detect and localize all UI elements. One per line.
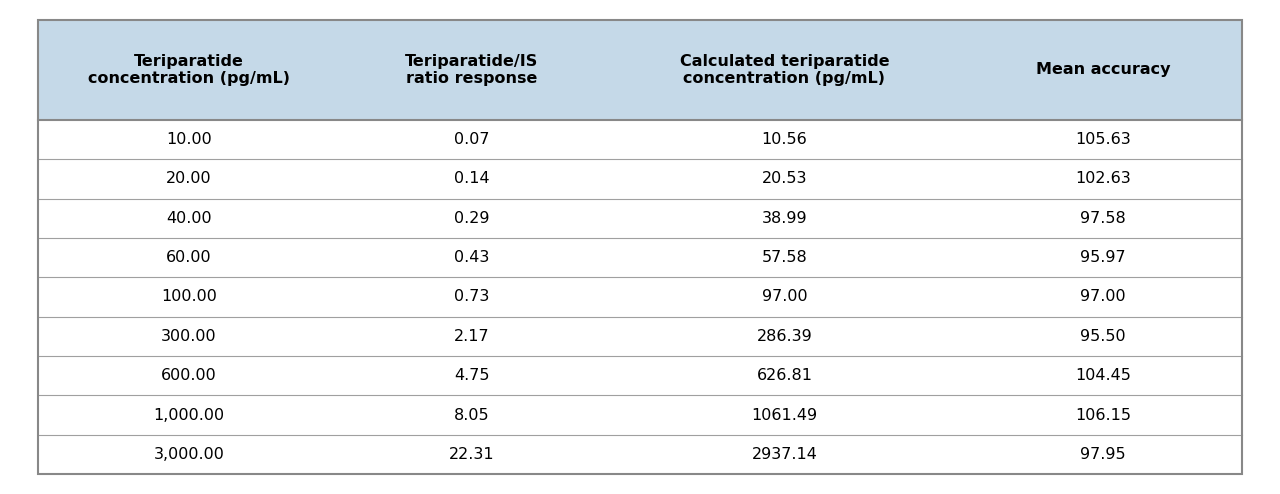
Text: 0.14: 0.14 xyxy=(453,171,489,186)
Text: 10.56: 10.56 xyxy=(762,132,808,147)
Text: 0.43: 0.43 xyxy=(454,250,489,265)
Text: 22.31: 22.31 xyxy=(449,447,494,462)
Text: 626.81: 626.81 xyxy=(756,368,813,383)
Text: 100.00: 100.00 xyxy=(161,289,216,304)
FancyBboxPatch shape xyxy=(38,20,1242,120)
Text: 97.00: 97.00 xyxy=(1080,289,1126,304)
Text: 600.00: 600.00 xyxy=(161,368,216,383)
Text: 286.39: 286.39 xyxy=(756,329,813,344)
Text: 0.07: 0.07 xyxy=(454,132,489,147)
Text: 95.50: 95.50 xyxy=(1080,329,1126,344)
Text: 300.00: 300.00 xyxy=(161,329,216,344)
Text: 57.58: 57.58 xyxy=(762,250,808,265)
Text: 8.05: 8.05 xyxy=(453,408,489,423)
Text: 106.15: 106.15 xyxy=(1075,408,1132,423)
Text: 2937.14: 2937.14 xyxy=(751,447,818,462)
Text: 40.00: 40.00 xyxy=(166,211,211,226)
Text: 38.99: 38.99 xyxy=(762,211,808,226)
Text: 3,000.00: 3,000.00 xyxy=(154,447,224,462)
Text: 60.00: 60.00 xyxy=(166,250,211,265)
Text: 10.00: 10.00 xyxy=(166,132,211,147)
Text: 20.53: 20.53 xyxy=(762,171,808,186)
Text: 105.63: 105.63 xyxy=(1075,132,1132,147)
Text: 0.73: 0.73 xyxy=(454,289,489,304)
Text: 4.75: 4.75 xyxy=(454,368,489,383)
Text: Mean accuracy: Mean accuracy xyxy=(1036,62,1170,77)
Text: 1,000.00: 1,000.00 xyxy=(154,408,224,423)
Text: 97.00: 97.00 xyxy=(762,289,808,304)
Text: 2.17: 2.17 xyxy=(453,329,489,344)
Text: 0.29: 0.29 xyxy=(454,211,489,226)
Text: 20.00: 20.00 xyxy=(166,171,211,186)
Text: Calculated teriparatide
concentration (pg/mL): Calculated teriparatide concentration (p… xyxy=(680,53,890,86)
Text: 95.97: 95.97 xyxy=(1080,250,1126,265)
Text: 104.45: 104.45 xyxy=(1075,368,1132,383)
Text: 102.63: 102.63 xyxy=(1075,171,1132,186)
Text: Teriparatide
concentration (pg/mL): Teriparatide concentration (pg/mL) xyxy=(88,53,289,86)
Text: Teriparatide/IS
ratio response: Teriparatide/IS ratio response xyxy=(404,53,538,86)
Text: 97.95: 97.95 xyxy=(1080,447,1126,462)
Text: 1061.49: 1061.49 xyxy=(751,408,818,423)
Text: 97.58: 97.58 xyxy=(1080,211,1126,226)
